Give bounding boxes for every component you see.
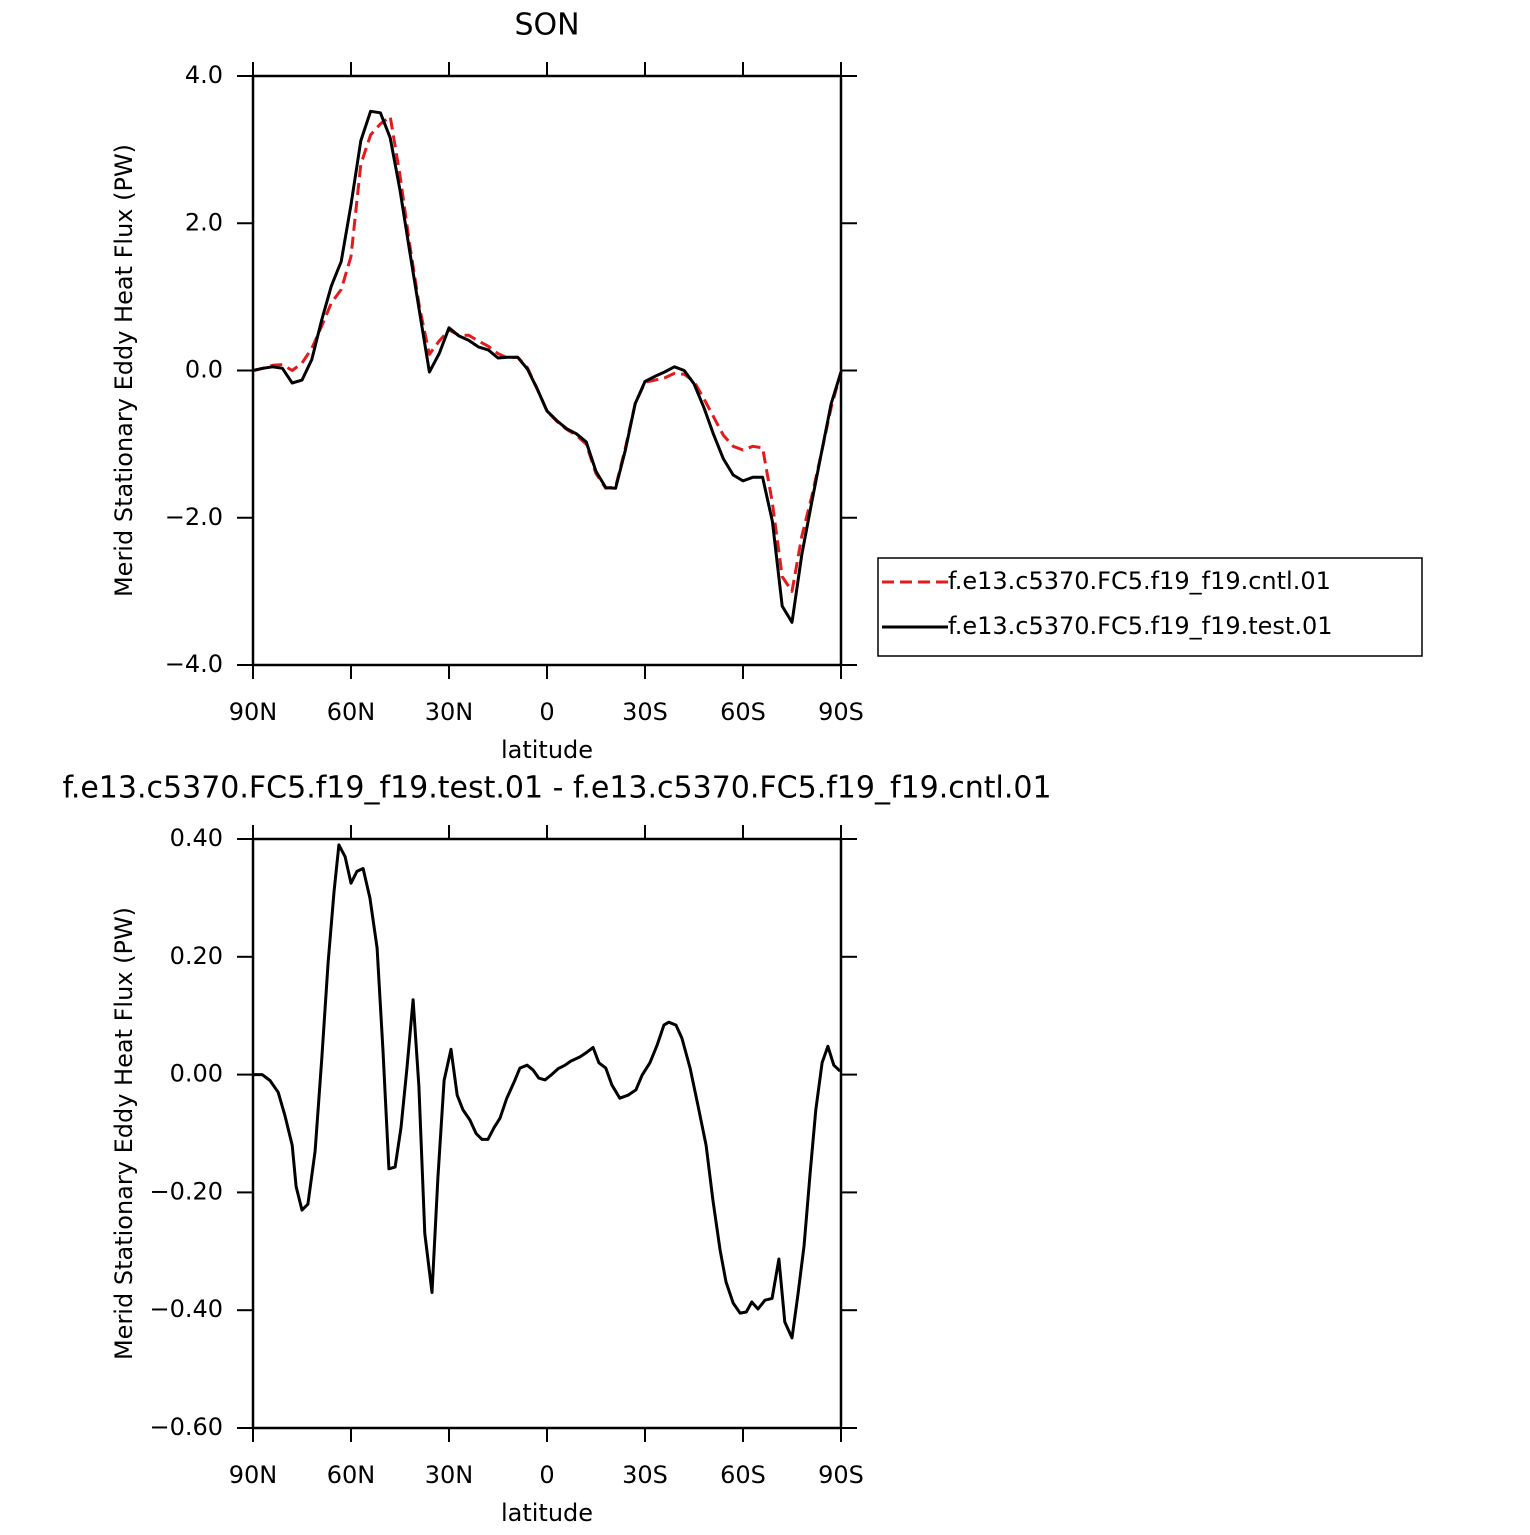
y-tick-label: 2.0	[185, 208, 223, 236]
legend-label: f.e13.c5370.FC5.f19_f19.cntl.01	[948, 567, 1331, 595]
x-tick-label: 0	[539, 698, 554, 726]
legend-box	[877, 557, 1423, 657]
y-tick-label: 0.20	[170, 942, 223, 970]
x-tick-label: 90S	[818, 698, 864, 726]
x-axis-label: latitude	[501, 1499, 593, 1527]
y-axis-label: Merid Stationary Eddy Heat Flux (PW)	[110, 144, 138, 597]
x-tick-label: 30S	[622, 698, 668, 726]
y-tick-label: 4.0	[185, 61, 223, 89]
x-tick-label: 60N	[327, 698, 376, 726]
y-tick-label: −4.0	[165, 650, 223, 678]
y-tick-label: −0.40	[149, 1295, 223, 1323]
y-tick-label: 0.40	[170, 824, 223, 852]
y-tick-label: −2.0	[165, 503, 223, 531]
chart-title: SON	[514, 8, 579, 43]
x-tick-label: 30N	[425, 698, 474, 726]
x-tick-label: 90N	[229, 698, 278, 726]
y-tick-label: −0.60	[149, 1413, 223, 1441]
data-line	[252, 109, 843, 624]
x-tick-label: 90S	[818, 1461, 864, 1489]
x-tick-label: 60N	[327, 1461, 376, 1489]
plot-frame	[251, 74, 843, 667]
y-tick-label: 0.00	[170, 1060, 223, 1088]
x-tick-label: 60S	[720, 1461, 766, 1489]
x-axis-label: latitude	[501, 736, 593, 764]
y-tick-label: −0.20	[149, 1177, 223, 1205]
legend-label: f.e13.c5370.FC5.f19_f19.test.01	[948, 612, 1333, 640]
data-line	[252, 115, 843, 593]
y-tick-label: 0.0	[185, 356, 223, 384]
x-tick-label: 90N	[229, 1461, 278, 1489]
chart-title: f.e13.c5370.FC5.f19_f19.test.01 - f.e13.…	[62, 771, 1051, 806]
x-tick-label: 0	[539, 1461, 554, 1489]
y-axis-label: Merid Stationary Eddy Heat Flux (PW)	[110, 907, 138, 1360]
x-tick-label: 60S	[720, 698, 766, 726]
x-tick-label: 30S	[622, 1461, 668, 1489]
data-line	[253, 843, 842, 1340]
x-tick-label: 30N	[425, 1461, 474, 1489]
plot-frame	[251, 837, 843, 1430]
